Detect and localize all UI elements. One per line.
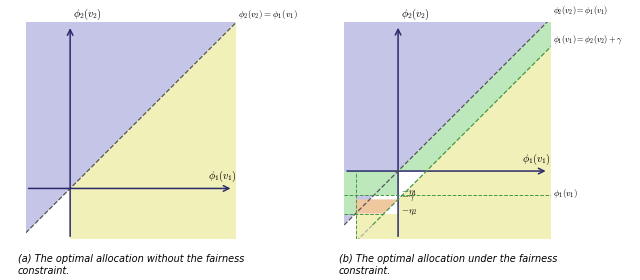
Polygon shape	[70, 22, 237, 239]
Polygon shape	[355, 199, 398, 214]
Text: (a) The optimal allocation without the fairness
constraint.: (a) The optimal allocation without the f…	[18, 254, 244, 276]
Text: $-\eta_1$: $-\eta_1$	[401, 189, 417, 198]
Polygon shape	[355, 214, 398, 239]
Text: $\phi_1(v_1)$: $\phi_1(v_1)$	[207, 168, 237, 184]
Text: $\phi_2(v_2) = \phi_1(v_1)$: $\phi_2(v_2) = \phi_1(v_1)$	[238, 8, 298, 21]
Polygon shape	[344, 18, 551, 225]
Polygon shape	[344, 171, 398, 195]
Text: $\phi_1(v_1)$: $\phi_1(v_1)$	[522, 151, 551, 167]
Polygon shape	[398, 18, 551, 171]
Polygon shape	[398, 46, 551, 239]
Text: $\phi_1(v_1)$: $\phi_1(v_1)$	[553, 187, 578, 200]
Text: $\phi_2(v_2)$: $\phi_2(v_2)$	[74, 7, 102, 22]
Text: $\phi_2(v_2) = \phi_1(v_1)$: $\phi_2(v_2) = \phi_1(v_1)$	[553, 4, 608, 17]
Text: $-\gamma$: $-\gamma$	[401, 193, 415, 203]
Text: (b) The optimal allocation under the fairness
constraint.: (b) The optimal allocation under the fai…	[339, 254, 557, 276]
Polygon shape	[26, 22, 237, 233]
Text: $-\eta_2$: $-\eta_2$	[401, 207, 417, 217]
Polygon shape	[344, 195, 355, 214]
Text: $\phi_1(v_1) = \phi_2(v_2) + \gamma$: $\phi_1(v_1) = \phi_2(v_2) + \gamma$	[553, 33, 623, 46]
Text: $\phi_2(v_2)$: $\phi_2(v_2)$	[401, 7, 430, 22]
